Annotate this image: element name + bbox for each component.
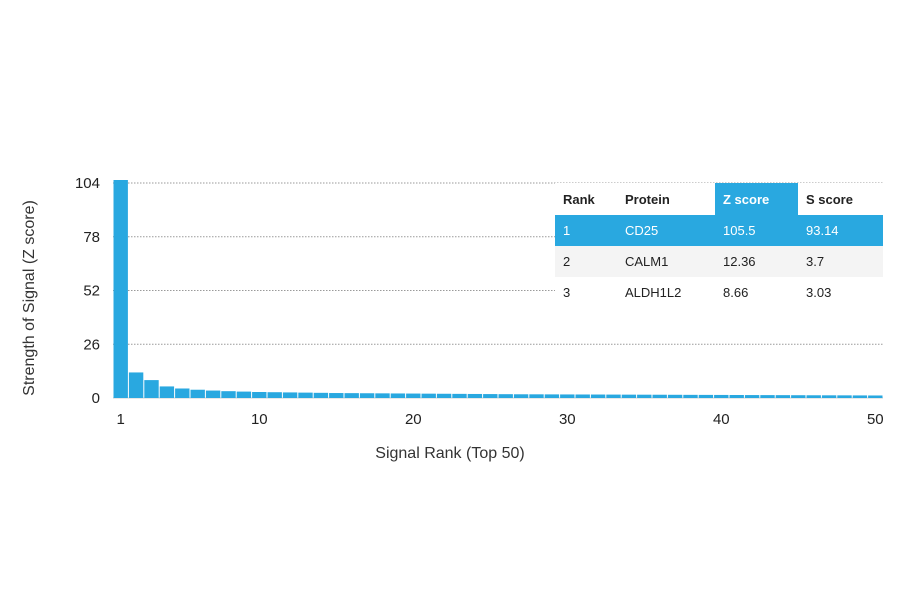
table-cell-r2-c4: 3.7 bbox=[806, 254, 824, 269]
bar-rank-36 bbox=[652, 394, 667, 398]
y-tick-52: 52 bbox=[83, 283, 100, 300]
table-cell-r1-c3: 105.5 bbox=[723, 223, 756, 238]
bar-rank-44 bbox=[775, 395, 791, 398]
bar-rank-41 bbox=[729, 395, 744, 398]
table-header-rank: Rank bbox=[563, 192, 596, 207]
bar-rank-27 bbox=[513, 394, 529, 398]
bar-rank-42 bbox=[744, 395, 760, 398]
bar-rank-17 bbox=[359, 393, 375, 398]
bar-rank-31 bbox=[575, 394, 590, 398]
x-axis-title: Signal Rank (Top 50) bbox=[375, 445, 524, 462]
table-cell-r2-c1: 2 bbox=[563, 254, 570, 269]
bars bbox=[113, 180, 883, 398]
bar-rank-12 bbox=[282, 392, 298, 398]
bar-rank-29 bbox=[544, 394, 560, 398]
bar-rank-35 bbox=[637, 394, 652, 398]
bar-rank-26 bbox=[498, 394, 513, 398]
bar-rank-30 bbox=[560, 394, 575, 398]
bar-rank-43 bbox=[760, 395, 775, 398]
table-cell-r1-c4: 93.14 bbox=[806, 223, 839, 238]
x-tick-1: 1 bbox=[117, 411, 125, 428]
bar-rank-7 bbox=[205, 390, 221, 398]
table-cell-r3-c3: 8.66 bbox=[723, 285, 748, 300]
bar-rank-6 bbox=[190, 389, 205, 398]
bar-rank-33 bbox=[606, 394, 621, 398]
bar-rank-11 bbox=[267, 392, 282, 398]
x-tick-30: 30 bbox=[559, 411, 576, 428]
bar-rank-45 bbox=[791, 395, 806, 398]
bar-rank-38 bbox=[683, 394, 698, 398]
bar-rank-25 bbox=[483, 394, 498, 398]
bar-rank-10 bbox=[252, 392, 267, 398]
x-tick-40: 40 bbox=[713, 411, 730, 428]
y-tick-78: 78 bbox=[83, 229, 100, 246]
x-tick-20: 20 bbox=[405, 411, 422, 428]
table-cell-r3-c2: ALDH1L2 bbox=[625, 285, 681, 300]
y-tick-labels: 0 26 52 78 104 bbox=[75, 175, 100, 407]
table-cell-r2-c3: 12.36 bbox=[723, 254, 756, 269]
y-tick-0: 0 bbox=[92, 390, 100, 407]
bar-rank-15 bbox=[329, 393, 344, 398]
y-tick-26: 26 bbox=[83, 336, 100, 353]
bar-rank-19 bbox=[390, 393, 406, 398]
table-header-protein: Protein bbox=[625, 192, 670, 207]
bar-rank-4 bbox=[159, 386, 175, 398]
bar-rank-18 bbox=[375, 393, 390, 398]
protein-table: Rank Protein Z score S score 1 CD25 105.5 93.14… bbox=[555, 183, 883, 308]
bar-rank-1 bbox=[113, 180, 128, 398]
z-score-header-highlight bbox=[715, 183, 798, 215]
table-header-z-score: Z score bbox=[723, 192, 769, 207]
bar-rank-39 bbox=[698, 394, 714, 398]
table-row-highlight bbox=[555, 215, 883, 246]
bar-rank-46 bbox=[806, 395, 821, 398]
y-axis-title: Strength of Signal (Z score) bbox=[21, 200, 38, 396]
bar-rank-40 bbox=[714, 394, 729, 398]
x-tick-50: 50 bbox=[867, 411, 884, 428]
bar-rank-14 bbox=[313, 392, 329, 398]
bar-rank-16 bbox=[344, 393, 359, 398]
bar-rank-20 bbox=[406, 393, 421, 398]
bar-rank-34 bbox=[621, 394, 637, 398]
bar-rank-9 bbox=[236, 391, 252, 398]
bar-rank-32 bbox=[590, 394, 606, 398]
bar-rank-2 bbox=[128, 372, 144, 398]
x-tick-labels: 1 10 20 30 40 50 bbox=[117, 411, 884, 428]
bar-rank-48 bbox=[837, 395, 852, 398]
table-row-bg bbox=[555, 246, 883, 277]
table-cell-r3-c1: 3 bbox=[563, 285, 570, 300]
bar-rank-21 bbox=[421, 393, 436, 398]
bar-rank-28 bbox=[529, 394, 544, 398]
bar-rank-13 bbox=[298, 392, 313, 398]
table-cell-r2-c2: CALM1 bbox=[625, 254, 668, 269]
table-cell-r1-c1: 1 bbox=[563, 223, 570, 238]
bar-rank-50 bbox=[868, 395, 883, 398]
table-row-bg bbox=[555, 277, 883, 308]
table-cell-r1-c2: CD25 bbox=[625, 223, 658, 238]
table-cell-r3-c4: 3.03 bbox=[806, 285, 831, 300]
y-tick-104: 104 bbox=[75, 175, 100, 192]
bar-rank-24 bbox=[467, 393, 483, 398]
bar-rank-5 bbox=[175, 388, 190, 398]
bar-rank-47 bbox=[821, 395, 837, 398]
bar-rank-8 bbox=[221, 391, 236, 398]
x-tick-10: 10 bbox=[251, 411, 268, 428]
bar-rank-49 bbox=[852, 395, 868, 398]
bar-rank-22 bbox=[436, 393, 452, 398]
table-header-s-score: S score bbox=[806, 192, 853, 207]
bar-rank-3 bbox=[144, 380, 159, 398]
bar-rank-37 bbox=[667, 394, 683, 398]
bar-rank-23 bbox=[452, 393, 467, 398]
